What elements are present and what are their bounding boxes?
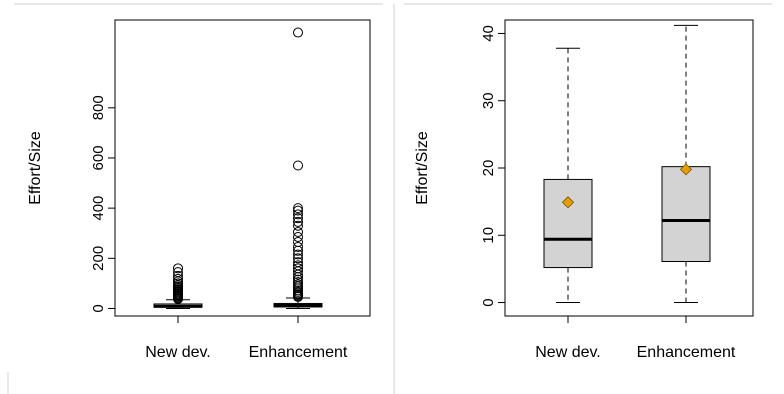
- y-tick-label: 20: [480, 160, 497, 177]
- box-iqr: [661, 166, 711, 263]
- outlier-point: [173, 263, 183, 274]
- outlier-point: [293, 216, 303, 227]
- outlier-point: [173, 270, 183, 281]
- outlier-point: [293, 260, 303, 271]
- y-tick-label: 600: [90, 145, 107, 170]
- y-tick-label: 0: [480, 298, 497, 306]
- outlier-point: [173, 273, 183, 284]
- boxplot-panel-trimmed: 0 10 20 30 40 Effort/Size New dev. Enhancement: [414, 19, 754, 361]
- y-tick-label: 10: [480, 227, 497, 244]
- plot-frame: [114, 19, 371, 317]
- outlier-point: [293, 277, 303, 288]
- x-tick-label: New dev.: [535, 344, 601, 361]
- mean-marker: [679, 163, 693, 176]
- y-axis-label: Effort/Size: [414, 131, 431, 205]
- y-tick-label: 400: [90, 196, 107, 221]
- x-tick-label: New dev.: [145, 344, 211, 361]
- y-tick-label: 800: [90, 95, 107, 120]
- x-tick-label: Enhancement: [637, 344, 736, 361]
- y-axis-label: Effort/Size: [27, 131, 44, 205]
- outlier-point: [293, 237, 303, 247]
- outlier-point: [293, 220, 303, 231]
- outlier-point: [293, 279, 303, 290]
- outlier-point: [293, 274, 303, 285]
- outlier-point: [293, 242, 303, 253]
- y-tick-label: 40: [480, 25, 497, 42]
- outlier-point: [293, 257, 303, 268]
- outlier-point: [293, 213, 303, 224]
- outlier-point: [293, 263, 303, 274]
- x-tick-label: Enhancement: [249, 344, 348, 361]
- outlier-point: [293, 203, 303, 214]
- boxplot-panel-all-data: 0 200 400 600 800 Effort/Size New dev. Enhancem…: [27, 19, 371, 361]
- outlier-point: [293, 160, 303, 171]
- outlier-point: [293, 231, 303, 242]
- outlier-point: [293, 27, 303, 38]
- outlier-point: [293, 226, 303, 237]
- outlier-point: [293, 253, 303, 264]
- plot-frame: [504, 19, 754, 317]
- y-tick-label: 200: [90, 246, 107, 271]
- outlier-point: [293, 249, 303, 260]
- outlier-point: [293, 209, 303, 220]
- mean-marker: [561, 196, 575, 209]
- panel-separators: [7, 3, 772, 394]
- y-tick-label: 0: [90, 304, 107, 312]
- box-iqr: [543, 178, 593, 269]
- y-tick-label: 30: [480, 92, 497, 109]
- outlier-point: [173, 267, 183, 278]
- outlier-point: [293, 205, 303, 216]
